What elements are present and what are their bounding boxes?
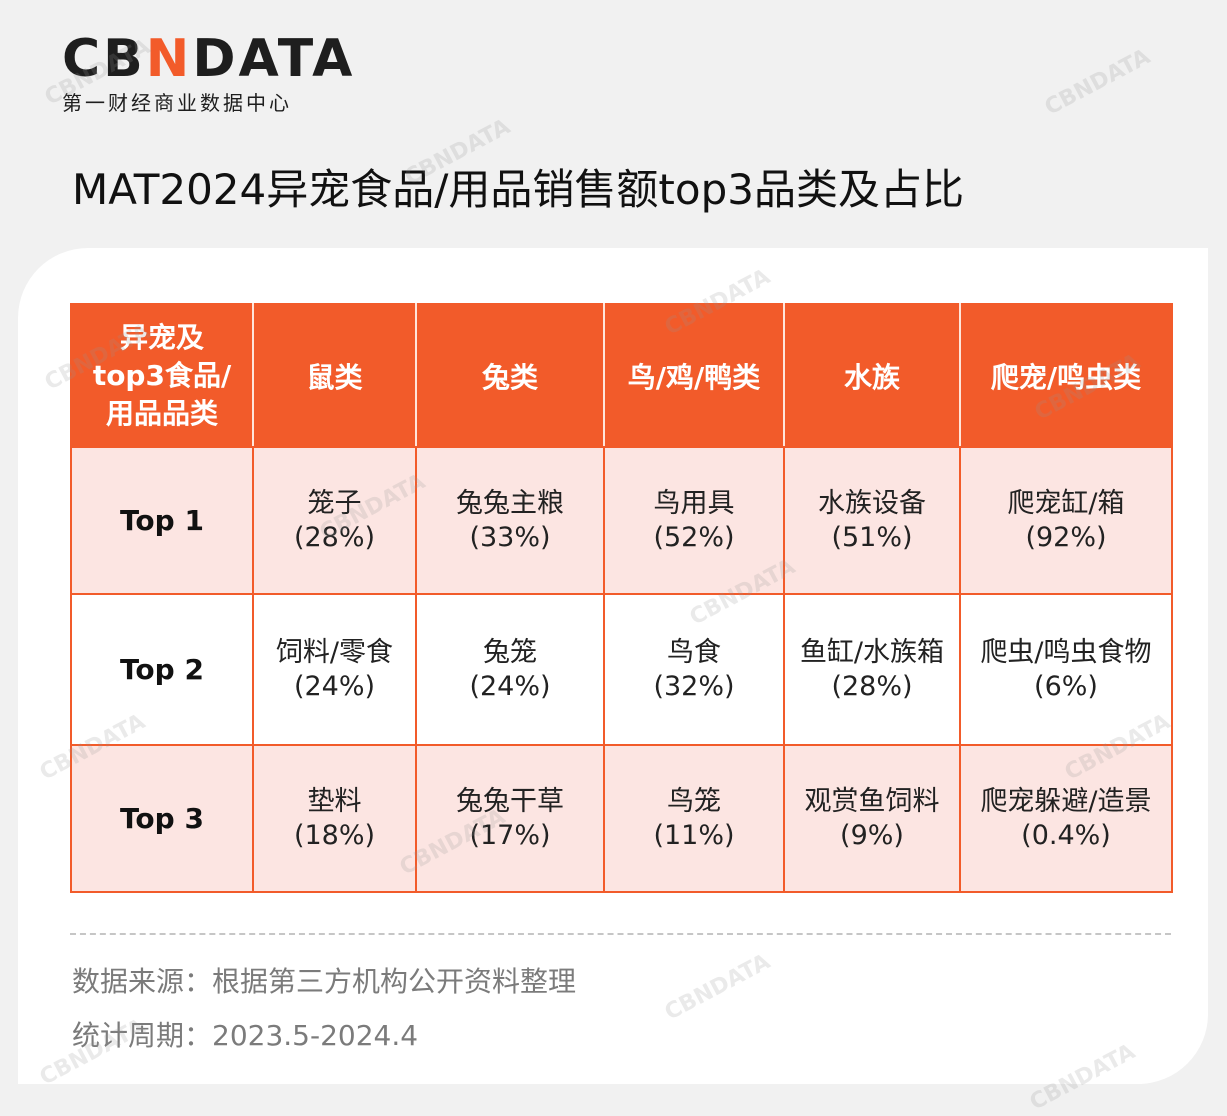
corner-header: 异宠及 top3食品/ 用品品类 [70,303,254,448]
cell-share: (32%) [653,670,735,702]
cell-category: 笼子 [307,487,362,519]
footer-divider [70,933,1171,935]
table-cell: 笼子 (28%) [252,446,417,595]
cell-category: 鸟笼 [667,785,721,817]
logo-mark: CBNDATA [62,28,355,90]
cell-category: 饲料/零食 [275,636,394,668]
cell-category: 垫料 [307,785,362,817]
cell-share: (52%) [653,521,735,553]
column-header-birds: 鸟/鸡/鸭类 [603,303,785,448]
table-cell: 爬宠躲避/造景 (0.4%) [959,744,1173,893]
cell-category: 兔笼 [483,636,537,668]
row-rank: Top 1 [70,446,254,595]
cell-category: 鸟食 [667,636,721,668]
column-header-reptiles: 爬宠/鸣虫类 [959,303,1173,448]
cell-category: 爬宠缸/箱 [1007,487,1125,519]
row-rank: Top 3 [70,744,254,893]
watermark: CBNDATA [1040,44,1155,121]
logo-text-left: CB [62,29,146,89]
cell-share: (28%) [831,670,913,702]
table-cell: 兔兔干草 (17%) [415,744,605,893]
column-header-rabbits: 兔类 [415,303,605,448]
table-cell: 兔兔主粮 (33%) [415,446,605,595]
cell-category: 鱼缸/水族箱 [799,636,945,668]
table-cell: 鸟用具 (52%) [603,446,785,595]
table-row-top-3: Top 3 垫料 (18%) 兔兔干草 (17%) 鸟笼 (11%) 观赏鱼饲料 (9%… [70,744,1173,893]
cell-share: (0.4%) [1021,819,1111,851]
column-header-aquatic: 水族 [783,303,961,448]
cell-share: (28%) [293,521,376,553]
page-title: MAT2024异宠食品/用品销售额top3品类及占比 [72,165,964,214]
corner-header-line-1: 异宠及 [119,320,204,354]
data-source-note: 数据来源：根据第三方机构公开资料整理 [72,965,577,998]
table-cell: 鸟笼 (11%) [603,744,785,893]
cell-share: (17%) [469,819,551,851]
corner-header-line-3: 用品品类 [105,396,218,430]
cell-category: 观赏鱼饲料 [804,785,940,817]
table-cell: 观赏鱼饲料 (9%) [783,744,961,893]
cell-share: (51%) [831,521,913,553]
column-header-rodents: 鼠类 [252,303,417,448]
row-rank: Top 2 [70,593,254,746]
cell-share: (6%) [1034,670,1098,702]
logo-text-right: DATA [192,29,356,89]
table-header-row: 异宠及 top3食品/ 用品品类 鼠类 兔类 鸟/鸡/鸭类 水族 爬宠/鸣虫类 [70,303,1173,448]
cell-category: 鸟用具 [653,487,735,519]
cell-share: (24%) [293,670,376,702]
cbndata-logo: CBNDATA 第一财经商业数据中心 [62,28,355,116]
cell-category: 兔兔干草 [456,785,564,817]
table-cell: 鱼缸/水族箱 (28%) [783,593,961,746]
table-cell: 饲料/零食 (24%) [252,593,417,746]
table-cell: 爬虫/鸣虫食物 (6%) [959,593,1173,746]
logo-subtitle: 第一财经商业数据中心 [62,91,292,115]
table-cell: 鸟食 (32%) [603,593,785,746]
top3-category-table: 异宠及 top3食品/ 用品品类 鼠类 兔类 鸟/鸡/鸭类 水族 爬宠/鸣虫类 … [70,303,1173,893]
cell-share: (92%) [1025,521,1107,553]
table-cell: 爬宠缸/箱 (92%) [959,446,1173,595]
corner-header-line-2: top3食品/ [92,358,232,392]
cell-share: (18%) [293,819,376,851]
cell-category: 水族设备 [818,487,926,519]
table-row-top-2: Top 2 饲料/零食 (24%) 兔笼 (24%) 鸟食 (32%) 鱼缸/水族箱(… [70,593,1173,746]
statistics-period-note: 统计周期：2023.5-2024.4 [72,1019,419,1052]
table-row-top-1: Top 1 笼子 (28%) 兔兔主粮 (33%) 鸟用具 (52%) 水族设备 (51… [70,446,1173,595]
cell-share: (24%) [469,670,551,702]
table-cell: 垫料 (18%) [252,744,417,893]
logo-text-accent: N [145,29,193,89]
cell-share: (11%) [653,819,735,851]
cell-share: (9%) [840,819,904,851]
table-cell: 水族设备 (51%) [783,446,961,595]
table-cell: 兔笼 (24%) [415,593,605,746]
cell-category: 爬虫/鸣虫食物 [980,636,1152,668]
cell-category: 爬宠躲避/造景 [980,785,1152,817]
cell-share: (33%) [469,521,551,553]
cell-category: 兔兔主粮 [456,487,564,519]
